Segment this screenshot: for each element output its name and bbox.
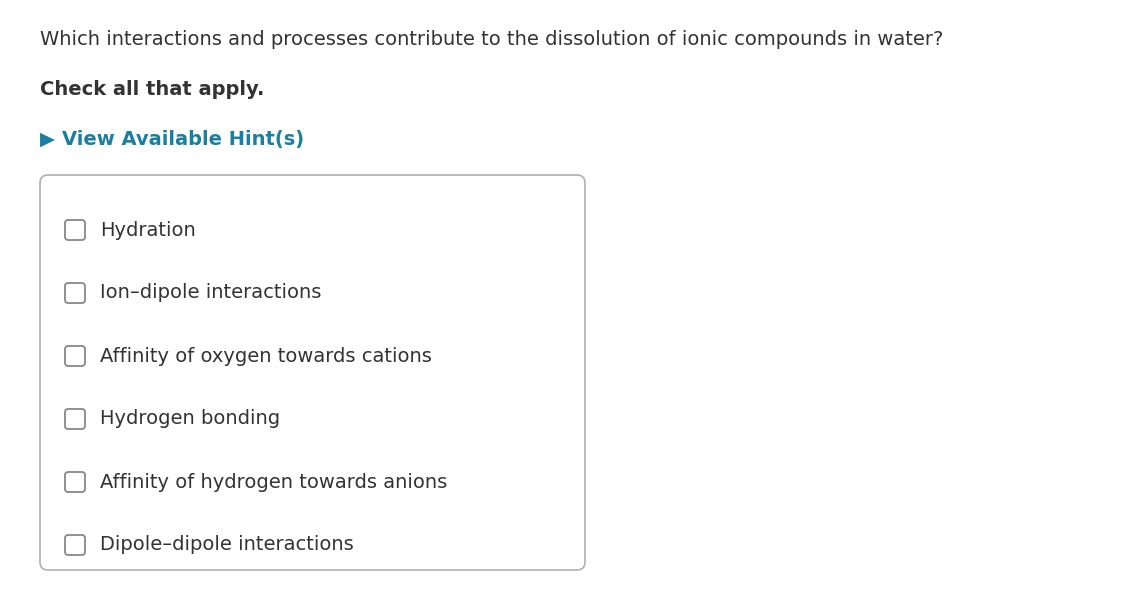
Text: Check all that apply.: Check all that apply. — [39, 80, 264, 99]
Text: Which interactions and processes contribute to the dissolution of ionic compound: Which interactions and processes contrib… — [39, 30, 943, 49]
Text: Hydration: Hydration — [100, 220, 196, 240]
Text: View Available Hint(s): View Available Hint(s) — [62, 130, 305, 149]
Text: Dipole–dipole interactions: Dipole–dipole interactions — [100, 536, 354, 554]
Text: ▶: ▶ — [39, 130, 55, 149]
Text: Affinity of hydrogen towards anions: Affinity of hydrogen towards anions — [100, 472, 447, 492]
FancyBboxPatch shape — [65, 472, 85, 492]
FancyBboxPatch shape — [65, 283, 85, 303]
Text: Ion–dipole interactions: Ion–dipole interactions — [100, 283, 321, 303]
FancyBboxPatch shape — [65, 346, 85, 366]
Text: Affinity of oxygen towards cations: Affinity of oxygen towards cations — [100, 347, 432, 365]
Text: Hydrogen bonding: Hydrogen bonding — [100, 410, 280, 428]
FancyBboxPatch shape — [39, 175, 585, 570]
FancyBboxPatch shape — [65, 409, 85, 429]
FancyBboxPatch shape — [65, 220, 85, 240]
FancyBboxPatch shape — [65, 535, 85, 555]
